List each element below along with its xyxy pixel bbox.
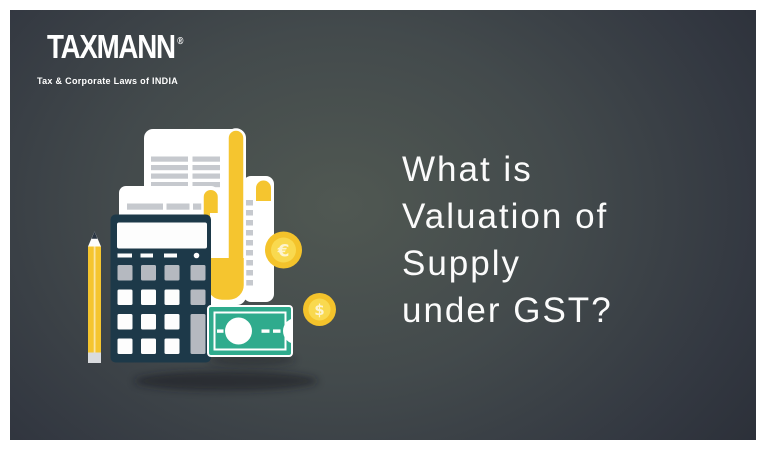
headline-line-4: under GST? — [402, 291, 613, 330]
headline: What is Valuation of Supply under GST? — [402, 146, 732, 334]
headline-line-3: Supply — [402, 244, 522, 283]
taxmann-logo: TAXMANN ® Tax & Corporate Laws of INDIA — [37, 28, 209, 86]
logo-registered-mark: ® — [177, 36, 184, 47]
headline-line-2: Valuation of — [402, 197, 609, 236]
logo-tagline: Tax & Corporate Laws of INDIA — [37, 76, 179, 86]
logo-brand-text: TAXMANN — [47, 28, 176, 65]
headline-line-1: What is — [402, 150, 533, 189]
